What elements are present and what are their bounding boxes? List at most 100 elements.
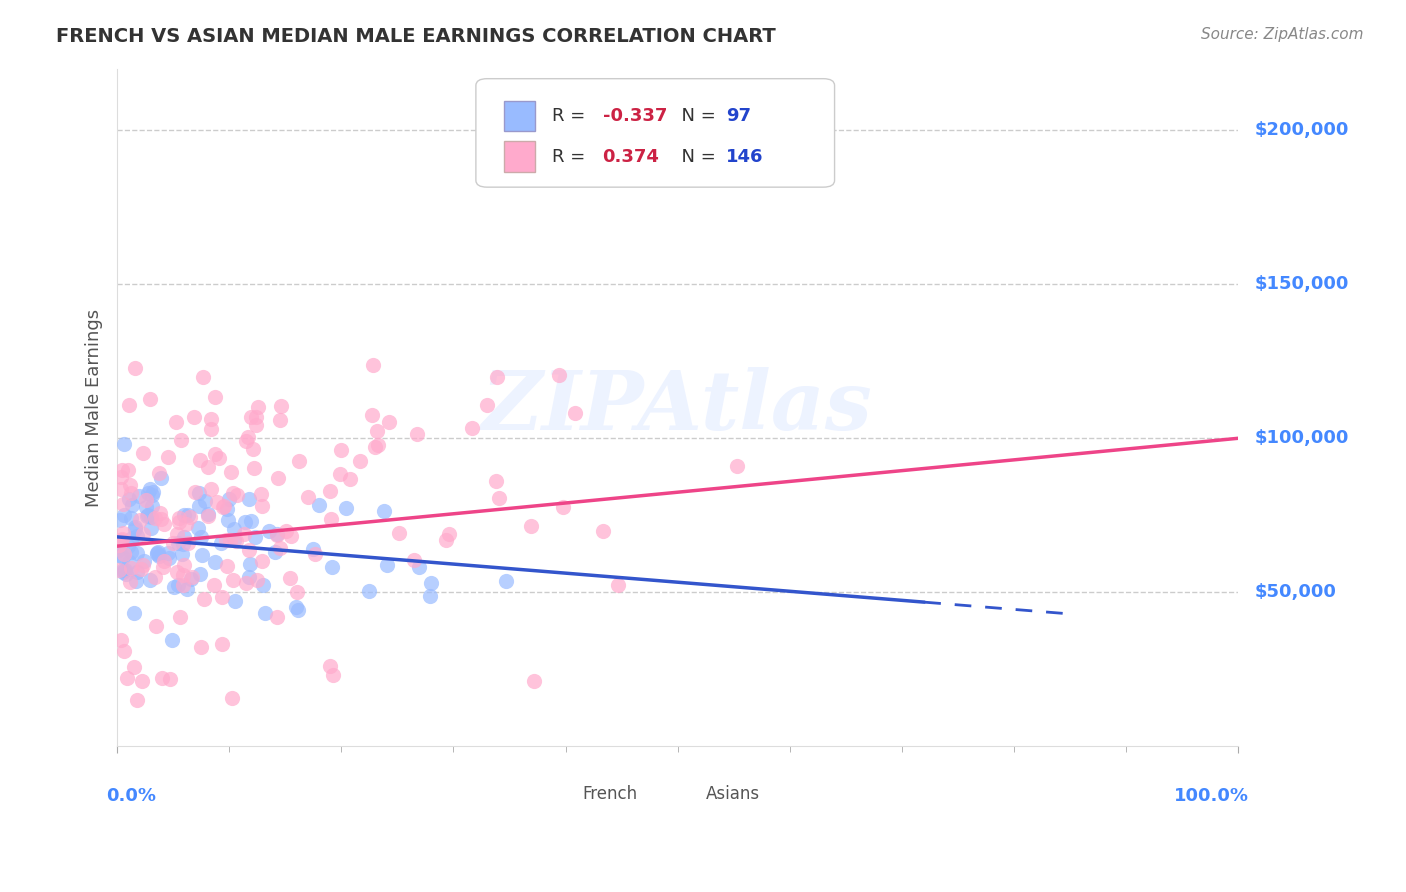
Point bbox=[118, 398, 141, 412]
Point bbox=[564, 407, 586, 421]
Point bbox=[235, 515, 257, 529]
Point bbox=[367, 437, 389, 451]
Point bbox=[302, 542, 325, 557]
Point bbox=[224, 594, 246, 608]
Point bbox=[121, 498, 143, 512]
Point bbox=[111, 550, 134, 565]
Point bbox=[304, 547, 326, 561]
Point bbox=[219, 533, 242, 547]
Point bbox=[252, 499, 274, 513]
Point bbox=[148, 466, 170, 480]
Point bbox=[288, 453, 311, 467]
Point bbox=[408, 560, 430, 574]
Point bbox=[592, 524, 614, 538]
Point bbox=[153, 554, 176, 568]
Point bbox=[183, 409, 205, 424]
Point bbox=[335, 500, 357, 515]
Point bbox=[110, 482, 132, 496]
Point bbox=[129, 513, 152, 527]
Point bbox=[267, 471, 290, 485]
FancyBboxPatch shape bbox=[475, 78, 835, 187]
Point bbox=[167, 515, 190, 529]
Point bbox=[110, 470, 132, 484]
Point bbox=[434, 533, 457, 547]
Point bbox=[115, 671, 138, 685]
Point bbox=[193, 370, 215, 384]
Point bbox=[162, 535, 184, 549]
Point bbox=[218, 491, 240, 506]
Point bbox=[112, 525, 135, 540]
Point bbox=[204, 447, 226, 461]
Point bbox=[197, 508, 219, 523]
Point bbox=[377, 415, 399, 429]
Point bbox=[339, 472, 361, 486]
Point bbox=[250, 554, 273, 568]
Point bbox=[204, 555, 226, 569]
Point bbox=[112, 562, 135, 576]
Point bbox=[215, 559, 238, 574]
Point bbox=[190, 530, 212, 544]
Point bbox=[266, 527, 288, 541]
Point bbox=[366, 424, 388, 438]
Point bbox=[460, 421, 482, 435]
Point bbox=[149, 506, 172, 520]
Point bbox=[152, 559, 174, 574]
Point bbox=[235, 434, 257, 448]
Point bbox=[120, 545, 142, 559]
Point bbox=[214, 499, 236, 513]
Text: R =: R = bbox=[553, 148, 591, 166]
Point bbox=[143, 570, 166, 584]
Point bbox=[128, 489, 150, 503]
Point bbox=[118, 555, 141, 569]
Point bbox=[190, 640, 212, 654]
Point bbox=[139, 573, 162, 587]
Point bbox=[120, 560, 142, 574]
Point bbox=[124, 361, 146, 376]
Point bbox=[495, 574, 517, 588]
Point bbox=[120, 486, 142, 500]
Point bbox=[357, 583, 380, 598]
Point bbox=[194, 494, 217, 508]
Point bbox=[205, 495, 228, 509]
FancyBboxPatch shape bbox=[503, 101, 536, 131]
Point bbox=[138, 483, 160, 497]
Point bbox=[224, 522, 246, 536]
Text: ZIPAtlas: ZIPAtlas bbox=[482, 368, 873, 448]
Point bbox=[139, 392, 162, 406]
Point bbox=[117, 492, 139, 507]
Point bbox=[257, 524, 280, 538]
Point bbox=[485, 475, 508, 489]
Point bbox=[166, 527, 188, 541]
Text: 0.374: 0.374 bbox=[603, 148, 659, 166]
Point bbox=[477, 398, 499, 412]
Point bbox=[169, 433, 191, 447]
Point bbox=[148, 549, 170, 563]
Point bbox=[243, 531, 266, 545]
Point bbox=[319, 511, 342, 525]
Point bbox=[146, 546, 169, 560]
Point bbox=[153, 517, 176, 532]
Point bbox=[200, 482, 222, 496]
Point bbox=[122, 660, 145, 674]
Point bbox=[112, 566, 135, 580]
Point bbox=[270, 399, 292, 413]
Point bbox=[200, 412, 222, 426]
Point bbox=[520, 519, 543, 533]
Point bbox=[405, 426, 427, 441]
Point bbox=[349, 453, 371, 467]
Point bbox=[225, 534, 247, 549]
Point bbox=[254, 606, 277, 620]
Point bbox=[169, 609, 191, 624]
Point bbox=[180, 573, 202, 587]
Point bbox=[124, 522, 146, 536]
Point bbox=[173, 530, 195, 544]
Point bbox=[607, 578, 630, 592]
Point bbox=[172, 536, 194, 550]
Point bbox=[177, 535, 200, 549]
Point bbox=[200, 422, 222, 436]
Point bbox=[125, 529, 148, 543]
Point bbox=[160, 633, 183, 648]
Text: French: French bbox=[582, 785, 637, 803]
Point bbox=[110, 632, 132, 647]
Point bbox=[222, 486, 245, 500]
